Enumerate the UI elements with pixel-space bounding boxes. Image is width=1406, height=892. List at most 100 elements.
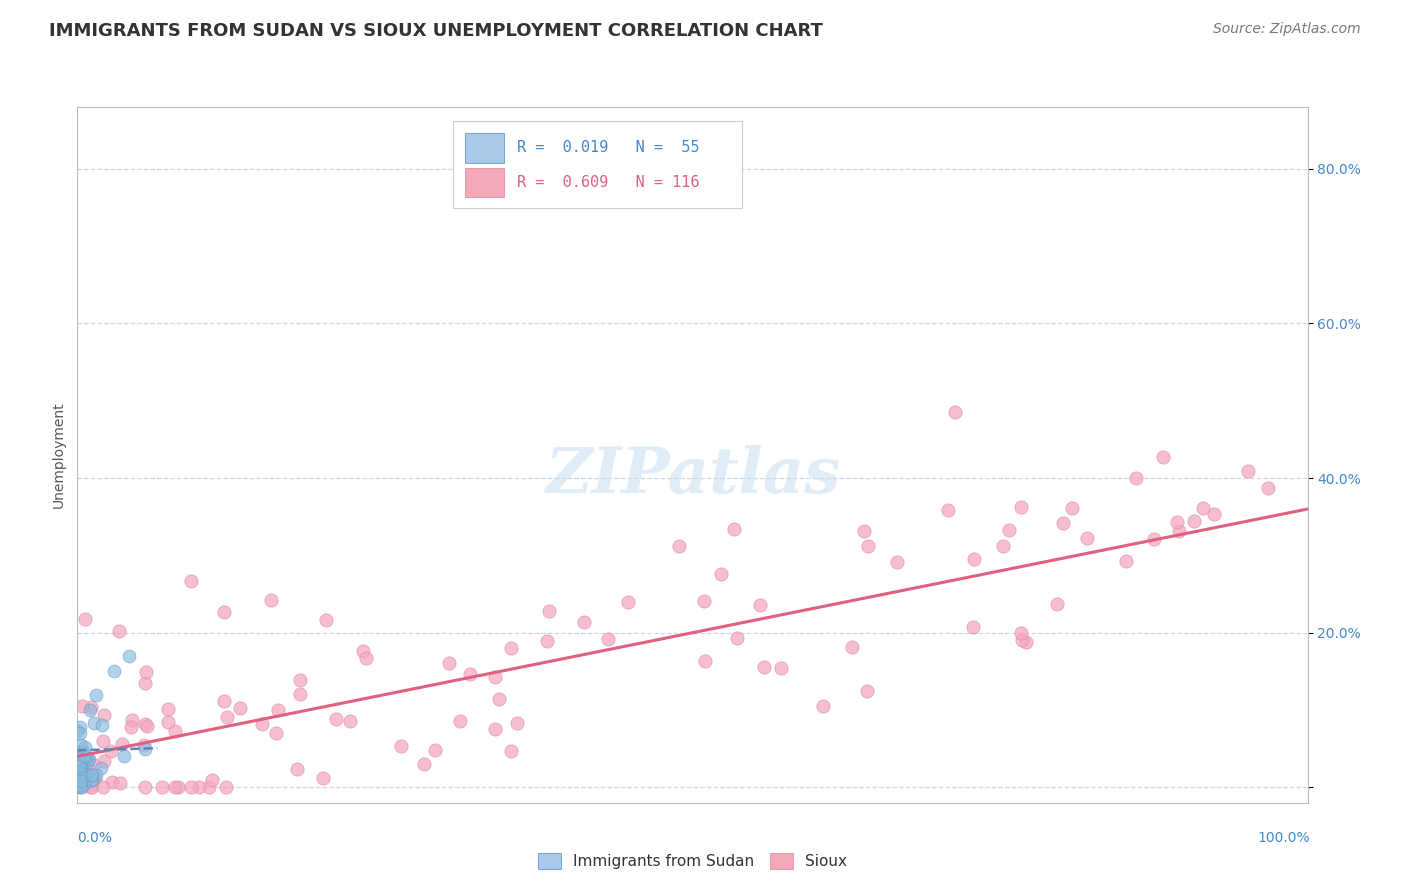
Point (288, 686, 311, 700)
Point (460, 666, 482, 681)
Point (70, 778, 93, 792)
Point (80, 768, 103, 782)
Point (1115, 554, 1137, 568)
Point (1125, 471, 1147, 485)
Point (264, 726, 287, 740)
Point (723, 522, 745, 536)
Point (536, 633, 558, 648)
Point (439, 657, 461, 671)
Point (725, 631, 748, 645)
Point (134, 676, 156, 690)
Point (1052, 516, 1074, 531)
Point (200, 772, 222, 787)
Point (69, 758, 91, 772)
Text: R =  0.019   N =  55: R = 0.019 N = 55 (516, 140, 699, 155)
Bar (465, 169, 505, 197)
Point (215, 780, 238, 795)
Point (108, 624, 131, 639)
Point (163, 723, 186, 738)
Point (710, 567, 733, 582)
Point (66, 724, 89, 739)
Point (943, 405, 966, 419)
Point (537, 604, 560, 618)
Point (198, 780, 221, 795)
Point (70, 772, 93, 787)
Point (76, 757, 98, 772)
Point (91, 733, 114, 747)
Text: IMMIGRANTS FROM SUDAN VS SIOUX UNEMPLOYMENT CORRELATION CHART: IMMIGRANTS FROM SUDAN VS SIOUX UNEMPLOYM… (49, 22, 823, 40)
Point (70, 780, 93, 794)
Point (72, 744, 94, 758)
Point (180, 780, 202, 795)
Point (120, 720, 142, 734)
Point (325, 712, 347, 726)
Point (339, 714, 361, 729)
Point (936, 502, 959, 516)
Point (80, 773, 103, 788)
Point (180, 574, 202, 589)
Point (1010, 500, 1032, 514)
Point (1237, 464, 1260, 478)
Point (167, 780, 190, 795)
Point (84, 768, 107, 782)
Point (413, 756, 436, 771)
Point (82, 767, 104, 781)
Point (212, 694, 235, 708)
Point (449, 714, 471, 729)
Point (93, 754, 115, 768)
Point (69, 748, 91, 763)
Bar (465, 134, 505, 162)
Point (77, 751, 100, 765)
Point (76, 754, 98, 768)
Point (163, 780, 186, 795)
Point (572, 615, 595, 630)
Point (288, 673, 311, 687)
Point (693, 593, 716, 607)
Point (354, 650, 377, 665)
Point (188, 780, 211, 795)
Point (499, 641, 522, 656)
Point (79, 780, 101, 795)
Point (69, 774, 91, 789)
Point (488, 692, 510, 706)
Point (1152, 450, 1174, 465)
Text: ZIPatlas: ZIPatlas (546, 445, 839, 507)
Point (101, 775, 124, 789)
Point (70, 738, 93, 752)
Point (852, 524, 875, 539)
Point (79, 767, 101, 781)
Point (70, 754, 93, 768)
Point (134, 780, 156, 795)
Point (1168, 524, 1191, 538)
Point (1060, 500, 1083, 515)
Point (90, 761, 112, 775)
Point (136, 719, 159, 733)
Point (90, 718, 114, 732)
Point (1182, 514, 1205, 528)
Point (82, 773, 104, 788)
Point (70, 775, 93, 789)
Point (312, 771, 335, 785)
Point (212, 605, 235, 619)
Point (260, 593, 283, 607)
Point (134, 741, 156, 756)
Point (73, 749, 96, 764)
Point (83, 758, 105, 772)
Point (1015, 635, 1038, 649)
Point (856, 684, 879, 698)
Point (998, 524, 1021, 538)
Point (157, 714, 180, 729)
Text: Source: ZipAtlas.com: Source: ZipAtlas.com (1213, 22, 1361, 37)
Point (70, 770, 93, 784)
Point (112, 749, 135, 764)
Point (84, 688, 107, 702)
Point (75, 770, 97, 784)
Point (108, 776, 131, 790)
Point (77, 752, 100, 766)
Point (267, 703, 290, 717)
Point (69, 780, 91, 795)
Point (1143, 532, 1166, 546)
Point (252, 716, 274, 731)
Text: 0.0%: 0.0% (77, 831, 112, 846)
Point (1166, 515, 1188, 529)
